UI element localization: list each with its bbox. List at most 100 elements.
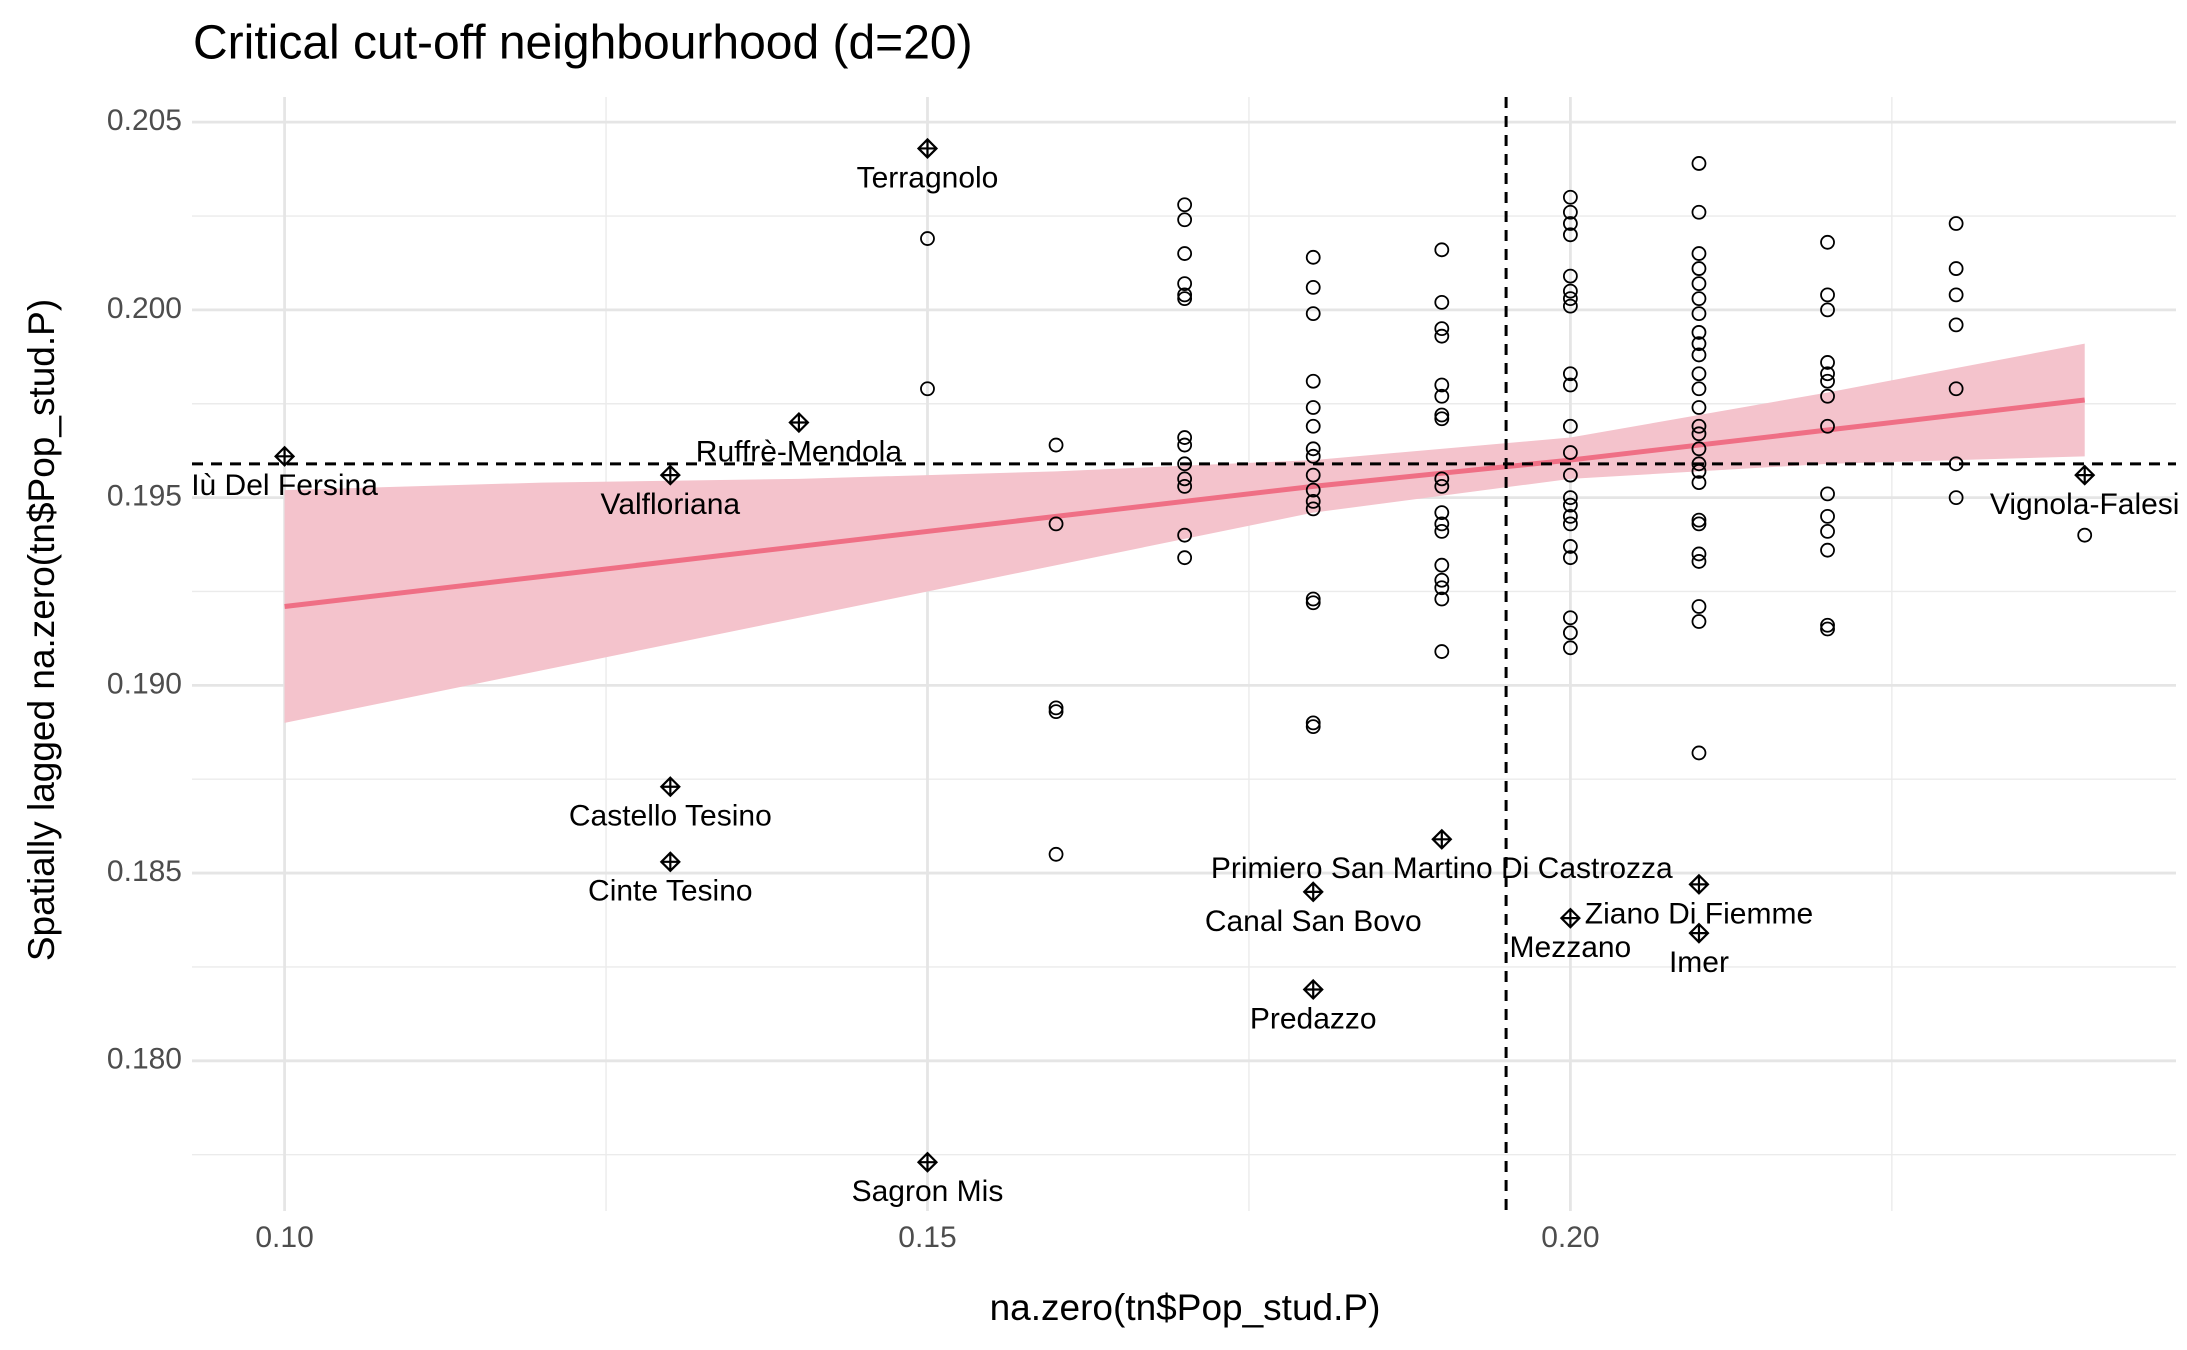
point: [1820, 287, 1835, 303]
point: [1691, 426, 1707, 442]
point: [1691, 156, 1707, 171]
fit-line: [284, 397, 2086, 609]
point: [1305, 448, 1321, 464]
influential-point: [1431, 828, 1453, 850]
point: [1434, 516, 1450, 532]
point: [1177, 527, 1193, 543]
chart-title: Critical cut-off neighbourhood (d=20): [193, 17, 973, 70]
point: [1691, 325, 1707, 340]
point: [1177, 478, 1193, 494]
point: [1820, 486, 1835, 502]
point: [1177, 212, 1193, 228]
point: [1820, 366, 1835, 382]
confidence-band: [284, 343, 2085, 723]
point: [1562, 204, 1578, 220]
point: [1691, 614, 1707, 629]
marker-shape: [1688, 922, 1710, 944]
point: [1562, 216, 1578, 231]
point: [1434, 294, 1450, 310]
point: [1820, 542, 1835, 558]
point: [1434, 580, 1450, 596]
point: [1691, 276, 1707, 292]
influential-point: [1559, 907, 1581, 929]
point: [1820, 302, 1835, 318]
point: [1305, 441, 1321, 457]
y-tick-label: 0.205: [107, 104, 182, 137]
point-label: Mezzano: [1510, 931, 1632, 964]
point: [1562, 189, 1578, 205]
point: [1691, 400, 1707, 415]
point: [1048, 700, 1064, 716]
marker-shape: [2074, 464, 2096, 486]
point: [920, 381, 935, 397]
influential-point: [916, 1151, 939, 1173]
point: [1562, 227, 1578, 243]
point: [1434, 591, 1450, 607]
point: [1820, 388, 1835, 404]
influential-point: [1688, 873, 1710, 895]
point-label: Predazzo: [1250, 1002, 1377, 1035]
point: [1177, 456, 1193, 472]
marker-shape: [788, 411, 810, 434]
point-label: Imer: [1669, 946, 1729, 979]
point: [1691, 261, 1707, 276]
point: [1691, 336, 1707, 352]
y-tick-label: 0.180: [107, 1043, 182, 1076]
point: [1691, 381, 1707, 397]
point: [1434, 524, 1450, 539]
point: [1434, 644, 1450, 659]
point: [1562, 291, 1578, 307]
point: [1691, 546, 1707, 562]
point: [1434, 411, 1450, 427]
point-label: Sagron Mis: [852, 1175, 1004, 1208]
point-label: Cinte Tesino: [588, 875, 753, 908]
point: [1691, 599, 1707, 614]
point-label: Primiero San Martino Di Castrozza: [1211, 852, 1673, 885]
point: [1820, 508, 1835, 524]
point: [1948, 317, 1964, 333]
point: [1434, 328, 1450, 344]
point: [1562, 283, 1578, 299]
point-label: Canal San Bovo: [1205, 905, 1422, 938]
point: [1048, 846, 1064, 862]
marker-shape: [916, 1151, 939, 1173]
point: [1434, 377, 1450, 393]
point: [1305, 400, 1321, 415]
marker-shape: [916, 137, 939, 159]
point: [1948, 216, 1964, 231]
point: [1177, 197, 1193, 213]
point: [1562, 268, 1578, 284]
point: [1820, 234, 1835, 250]
point: [1305, 373, 1321, 389]
influential-point: [1302, 881, 1324, 903]
marker-shape: [659, 851, 681, 873]
point: [1691, 475, 1707, 491]
marker-shape: [659, 464, 681, 486]
point: [1948, 287, 1964, 303]
point: [1820, 617, 1835, 633]
point: [1562, 516, 1578, 532]
x-tick-label: 0.20: [1541, 1221, 1599, 1254]
point: [1691, 306, 1707, 322]
point: [1820, 418, 1835, 434]
x-tick-label: 0.15: [898, 1221, 956, 1254]
influential-point: [274, 445, 296, 467]
point: [1305, 482, 1321, 498]
point: [1305, 591, 1321, 607]
point-label: Castello Tesino: [569, 800, 772, 833]
point: [1177, 246, 1193, 261]
point: [1434, 242, 1450, 258]
point: [1691, 418, 1707, 434]
point: [1562, 508, 1578, 524]
point: [1305, 418, 1321, 434]
point: [1820, 373, 1835, 389]
point-label: Vignola-Falesi: [1990, 488, 2180, 521]
point: [1562, 497, 1578, 513]
point: [1434, 557, 1450, 573]
point: [1691, 463, 1707, 479]
point: [1691, 516, 1707, 532]
point: [2077, 527, 2093, 543]
point: [1820, 621, 1835, 637]
point: [1691, 456, 1707, 472]
marker-shape: [1431, 828, 1453, 850]
